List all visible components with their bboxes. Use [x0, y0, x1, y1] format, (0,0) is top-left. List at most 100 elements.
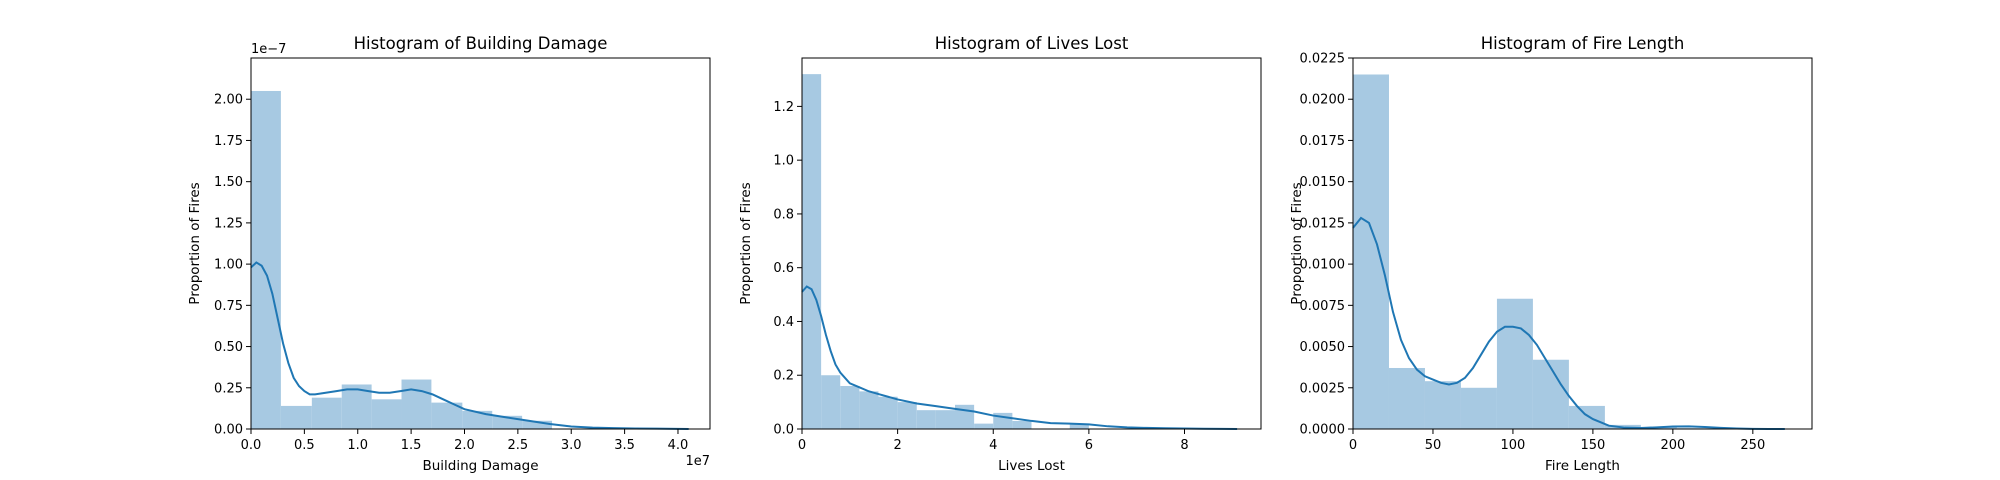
- y-tick-label: 1.00: [214, 258, 243, 273]
- y-axis-label: Proportion of Fires: [187, 182, 203, 304]
- histogram-bar: [1496, 298, 1533, 429]
- chart-title: Histogram of Building Damage: [354, 34, 608, 53]
- x-axis-label: Fire Length: [1545, 458, 1620, 474]
- y-tick-label: 0.6: [773, 261, 794, 276]
- x-tick-label: 3.0: [561, 438, 582, 453]
- histogram-bar: [462, 410, 493, 429]
- histogram-bar: [859, 391, 879, 429]
- x-tick-label: 1.0: [347, 438, 368, 453]
- histogram-bar: [1069, 423, 1089, 429]
- x-tick-label: 0.0: [241, 438, 262, 453]
- histogram-bar: [1353, 74, 1389, 429]
- y-axis-ticks: 0.00 0.25 0.50 0.75 1.00 1.25 1.50 1.75 2.00: [214, 93, 251, 438]
- x-tick-label: 2.5: [508, 438, 529, 453]
- x-tick-label: 200: [1660, 438, 1685, 453]
- x-tick-label: 8: [1180, 438, 1188, 453]
- x-tick-label: 1.5: [401, 438, 422, 453]
- y-axis-ticks: 0.0000 0.0025 0.0050 0.0075 0.0100 0.0125 0.01…: [1300, 52, 1353, 438]
- histogram-bar: [1532, 359, 1569, 429]
- y-tick-label: 0.8: [773, 207, 794, 222]
- axes-frame: [1352, 57, 1813, 430]
- axes-frame: [801, 57, 1262, 430]
- histogram-bar: [371, 399, 402, 429]
- y-tick-label: 1.25: [214, 216, 243, 231]
- histogram-bars: [1353, 74, 1713, 429]
- histogram-bar: [431, 402, 463, 429]
- kde-line: [1352, 216, 1785, 430]
- histogram-bar: [522, 420, 553, 429]
- y-axis-label: Proportion of Fires: [738, 182, 754, 304]
- x-axis-ticks: 0.0 0.5 1.0 1.5 2.0 2.5 3.0 3.5 4.0: [241, 429, 689, 453]
- y-tick-label: 0.0225: [1300, 52, 1346, 67]
- histogram-bars: [251, 90, 673, 429]
- y-tick-label: 0.25: [214, 381, 243, 396]
- chart-lives-lost: 0 2 4 6 8 0.0 0.2 0.4 0.6 0.8 1.0 1.2 Histogram of…: [738, 34, 1262, 474]
- y-tick-label: 0.2: [773, 369, 794, 384]
- y-tick-label: 0.0025: [1300, 381, 1346, 396]
- x-tick-label: 2: [893, 438, 901, 453]
- x-tick-label: 150: [1580, 438, 1605, 453]
- y-axis-label: Proportion of Fires: [1289, 182, 1305, 304]
- y-tick-label: 2.00: [214, 93, 243, 108]
- x-tick-label: 250: [1740, 438, 1765, 453]
- y-tick-label: 0.0125: [1300, 216, 1346, 231]
- y-tick-label: 1.75: [214, 134, 243, 149]
- kde-line: [801, 285, 1238, 430]
- x-tick-label: 6: [1085, 438, 1093, 453]
- histogram-bar: [897, 402, 917, 429]
- histogram-bar: [1424, 381, 1461, 429]
- y-tick-label: 0.0050: [1300, 340, 1346, 355]
- histogram-bar: [878, 396, 898, 429]
- x-axis-label: Lives Lost: [998, 458, 1065, 474]
- histogram-bar: [251, 90, 281, 429]
- y-tick-label: 0.0: [773, 423, 794, 438]
- chart-title: Histogram of Lives Lost: [935, 34, 1129, 53]
- kde-line: [250, 261, 689, 430]
- x-tick-label: 50: [1425, 438, 1442, 453]
- x-axis-ticks: 0 50 100 150 200 250: [1349, 429, 1765, 453]
- y-tick-label: 1.2: [773, 100, 794, 115]
- x-tick-label: 0: [798, 438, 806, 453]
- x-axis-ticks: 0 2 4 6 8: [798, 429, 1189, 453]
- x-axis-offset-label: 1e7: [685, 454, 710, 469]
- histogram-bar: [916, 410, 936, 429]
- x-tick-label: 4.0: [668, 438, 689, 453]
- y-tick-label: 0.50: [214, 340, 243, 355]
- y-tick-label: 0.0150: [1300, 175, 1346, 190]
- y-tick-label: 0.0000: [1300, 423, 1346, 438]
- histogram-bar: [821, 375, 841, 429]
- y-axis-offset-label: 1e−7: [251, 42, 286, 57]
- x-tick-label: 4: [989, 438, 997, 453]
- histogram-bar: [280, 405, 312, 429]
- x-tick-label: 0.5: [294, 438, 315, 453]
- y-tick-label: 0.0200: [1300, 93, 1346, 108]
- y-tick-label: 0.75: [214, 299, 243, 314]
- y-axis-ticks: 0.0 0.2 0.4 0.6 0.8 1.0 1.2: [773, 100, 802, 438]
- y-tick-label: 1.50: [214, 175, 243, 190]
- chart-title: Histogram of Fire Length: [1481, 34, 1685, 53]
- y-tick-label: 0.0100: [1300, 258, 1346, 273]
- y-tick-label: 0.00: [214, 423, 243, 438]
- histogram-bar: [840, 385, 860, 429]
- axes-frame: [250, 57, 711, 430]
- histogram-bar: [935, 410, 955, 429]
- x-axis-label: Building Damage: [422, 458, 538, 474]
- y-tick-label: 0.4: [773, 315, 794, 330]
- histogram-bar: [1388, 367, 1425, 429]
- chart-fire-length: 0 50 100 150 200 250 0.0000 0.0025 0.0050 0.0075…: [1289, 34, 1813, 474]
- histogram-bar: [401, 379, 432, 429]
- histogram-bar: [311, 397, 342, 429]
- x-tick-label: 100: [1501, 438, 1526, 453]
- x-tick-label: 3.5: [614, 438, 635, 453]
- y-tick-label: 1.0: [773, 154, 794, 169]
- chart-building-damage: 0.0 0.5 1.0 1.5 2.0 2.5 3.0 3.5 4.0 0.00 0.25 0.50…: [187, 34, 711, 474]
- histogram-bar: [1568, 405, 1605, 429]
- y-tick-label: 0.0175: [1300, 134, 1346, 149]
- histogram-bar: [1012, 420, 1032, 429]
- y-tick-label: 0.0075: [1300, 299, 1346, 314]
- histogram-bar: [1460, 387, 1497, 429]
- histogram-bar: [974, 423, 994, 429]
- histogram-bar: [341, 384, 372, 429]
- x-tick-label: 2.0: [454, 438, 475, 453]
